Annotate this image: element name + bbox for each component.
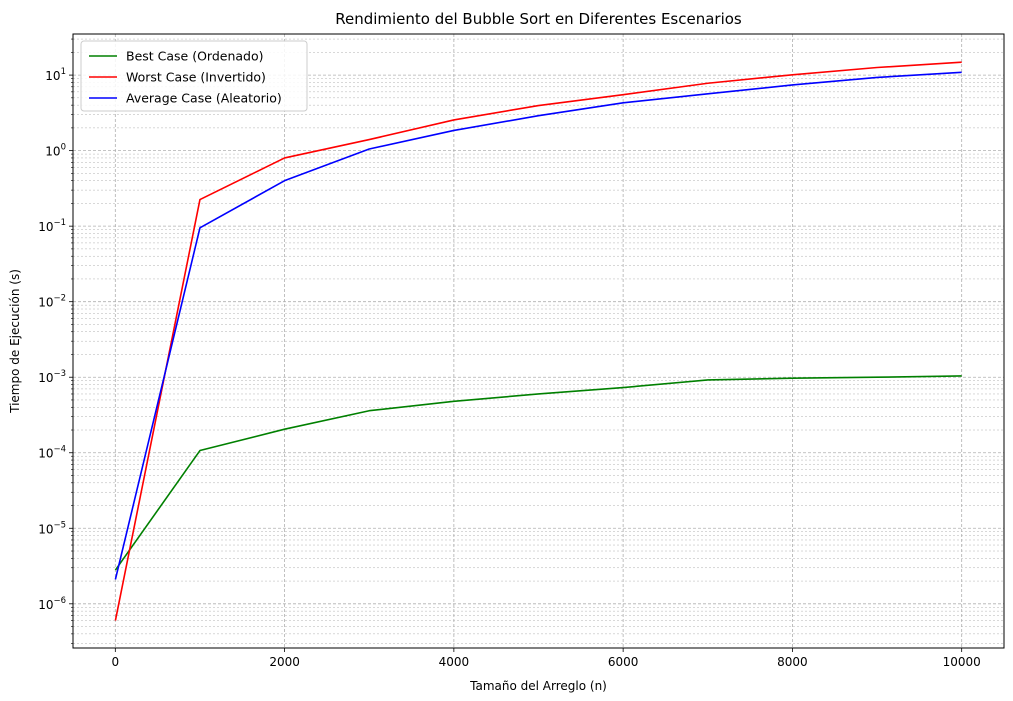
series-line-1 bbox=[114, 61, 962, 621]
x-tick-label: 0 bbox=[111, 655, 119, 669]
series-line-2 bbox=[114, 71, 962, 580]
major-grid bbox=[73, 34, 1004, 648]
series-layer bbox=[114, 61, 962, 621]
y-axis-ticks: 10−6 10−5 10−4 10−3 10−2 10−1 100 101 bbox=[38, 38, 73, 644]
x-tick-label: 2000 bbox=[269, 655, 300, 669]
series-line-0 bbox=[114, 375, 962, 571]
y-tick-label: 101 bbox=[45, 67, 66, 83]
y-tick-label: 100 bbox=[45, 143, 66, 159]
minor-grid bbox=[73, 38, 1004, 644]
legend: Best Case (Ordenado) Worst Case (Invertid… bbox=[80, 40, 308, 112]
chart-title: Rendimiento del Bubble Sort en Diferente… bbox=[335, 10, 742, 28]
x-tick-label: 8000 bbox=[777, 655, 808, 669]
y-tick-label: 10−3 bbox=[38, 369, 66, 385]
x-axis-ticks: 0 2000 4000 6000 8000 10000 bbox=[111, 648, 981, 669]
legend-label-2: Average Case (Aleatorio) bbox=[126, 91, 282, 106]
y-tick-label: 10−1 bbox=[38, 218, 66, 234]
y-tick-label: 10−6 bbox=[38, 596, 66, 612]
x-tick-label: 4000 bbox=[439, 655, 470, 669]
y-tick-label: 10−5 bbox=[38, 520, 66, 536]
legend-label-1: Worst Case (Invertido) bbox=[126, 70, 266, 85]
legend-label-0: Best Case (Ordenado) bbox=[126, 49, 264, 64]
x-axis-label: Tamaño del Arreglo (n) bbox=[469, 679, 607, 693]
x-tick-label: 10000 bbox=[943, 655, 981, 669]
y-tick-label: 10−4 bbox=[38, 445, 66, 461]
legend-box bbox=[80, 40, 308, 112]
y-tick-label: 10−2 bbox=[38, 294, 66, 310]
y-axis-label: Tiempo de Ejecución (s) bbox=[8, 269, 22, 414]
x-tick-label: 6000 bbox=[608, 655, 639, 669]
